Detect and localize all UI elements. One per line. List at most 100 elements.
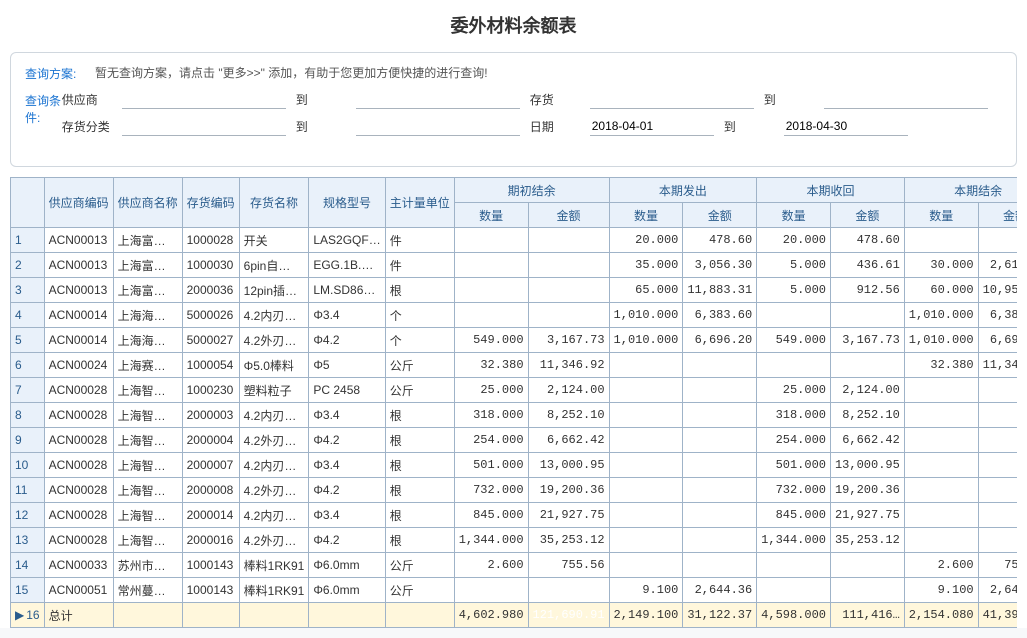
row-number[interactable]: 14 (11, 553, 45, 578)
cell-begin-amt[interactable]: 21,927.75 (528, 503, 609, 528)
cell-issue-qty[interactable] (609, 428, 683, 453)
cell-uom[interactable]: 个 (385, 303, 454, 328)
cell-vendor-code[interactable]: ACN00051 (44, 578, 113, 603)
cell-recv-qty[interactable]: 732.000 (757, 478, 831, 503)
cell-item-code[interactable]: 1000030 (182, 253, 239, 278)
cell-begin-amt[interactable] (528, 228, 609, 253)
cell-end-qty[interactable]: 1,010.000 (904, 303, 978, 328)
cell-issue-amt[interactable]: 31,122.37 (683, 603, 757, 628)
cell-uom[interactable]: 公斤 (385, 353, 454, 378)
total-row[interactable]: ▶16总计4,602.980121,690.912,149.10031,122.… (11, 603, 1018, 628)
cell-begin-qty[interactable] (454, 228, 528, 253)
cell-vendor-name[interactable]: 苏州市… (113, 553, 182, 578)
cell-end-amt[interactable]: 2,619.69 (978, 253, 1017, 278)
cell-vendor-code[interactable]: ACN00028 (44, 378, 113, 403)
cell-recv-amt[interactable]: 21,927.75 (830, 503, 904, 528)
cell-recv-amt[interactable] (830, 303, 904, 328)
col-issue-amt[interactable]: 金额 (683, 203, 757, 228)
col-begin-amt[interactable]: 金额 (528, 203, 609, 228)
cell-uom[interactable]: 公斤 (385, 553, 454, 578)
col-begin[interactable]: 期初结余 (454, 178, 609, 203)
cell-vendor-name[interactable]: 上海智… (113, 503, 182, 528)
cell-item-name[interactable]: 4.2外刃… (239, 428, 309, 453)
table-row[interactable]: 12ACN00028上海智…20000144.2内刃…Φ3.4根845.0002… (11, 503, 1018, 528)
cell-issue-amt[interactable] (683, 553, 757, 578)
cell-issue-amt[interactable] (683, 378, 757, 403)
cell-item-name[interactable]: 4.2内刃… (239, 303, 309, 328)
cell-end-amt[interactable]: 6,696.20 (978, 328, 1017, 353)
table-row[interactable]: 4ACN00014上海海…50000264.2内刃…Φ3.4个1,010.000… (11, 303, 1018, 328)
col-issue-qty[interactable]: 数量 (609, 203, 683, 228)
cell-issue-amt[interactable]: 2,644.36 (683, 578, 757, 603)
cell-issue-amt[interactable]: 6,383.60 (683, 303, 757, 328)
cond-input[interactable] (356, 90, 520, 109)
cell-begin-qty[interactable]: 318.000 (454, 403, 528, 428)
cell-issue-amt[interactable] (683, 453, 757, 478)
cell-vendor-name[interactable]: 上海智… (113, 378, 182, 403)
row-number[interactable]: 9 (11, 428, 45, 453)
cell-end-qty[interactable] (904, 478, 978, 503)
cell-vendor-name[interactable]: 上海赛… (113, 353, 182, 378)
cell-end-qty[interactable] (904, 528, 978, 553)
cell-uom[interactable]: 根 (385, 503, 454, 528)
cell-begin-amt[interactable]: 2,124.00 (528, 378, 609, 403)
cell-issue-qty[interactable] (609, 403, 683, 428)
cell-recv-qty[interactable]: 1,344.000 (757, 528, 831, 553)
cell-item-code[interactable]: 2000036 (182, 278, 239, 303)
cell-recv-amt[interactable]: 19,200.36 (830, 478, 904, 503)
cell-uom[interactable]: 根 (385, 403, 454, 428)
cell-spec[interactable]: Φ3.4 (309, 403, 385, 428)
row-number[interactable]: 4 (11, 303, 45, 328)
table-row[interactable]: 10ACN00028上海智…20000074.2内刃…Φ3.4根501.0001… (11, 453, 1018, 478)
cell-recv-qty[interactable] (757, 303, 831, 328)
col-recv-qty[interactable]: 数量 (757, 203, 831, 228)
cell-vendor-name[interactable]: 上海海… (113, 328, 182, 353)
cell-empty[interactable] (239, 603, 309, 628)
cell-uom[interactable]: 根 (385, 478, 454, 503)
cell-vendor-name[interactable]: 上海富… (113, 228, 182, 253)
cell-begin-amt[interactable]: 8,252.10 (528, 403, 609, 428)
cell-recv-qty[interactable]: 20.000 (757, 228, 831, 253)
table-row[interactable]: 9ACN00028上海智…20000044.2外刃…Φ4.2根254.0006,… (11, 428, 1018, 453)
col-item-name[interactable]: 存货名称 (239, 178, 309, 228)
cell-uom[interactable]: 公斤 (385, 378, 454, 403)
cond-input[interactable] (356, 117, 520, 136)
cell-end-qty[interactable]: 30.000 (904, 253, 978, 278)
col-begin-qty[interactable]: 数量 (454, 203, 528, 228)
cell-recv-amt[interactable]: 2,124.00 (830, 378, 904, 403)
cell-spec[interactable]: Φ4.2 (309, 478, 385, 503)
row-number[interactable]: 3 (11, 278, 45, 303)
cell-begin-qty[interactable]: 25.000 (454, 378, 528, 403)
cell-item-code[interactable]: 1000230 (182, 378, 239, 403)
cell-end-amt[interactable]: 10,950.75 (978, 278, 1017, 303)
col-end-amt[interactable]: 金额 (978, 203, 1017, 228)
table-row[interactable]: 8ACN00028上海智…20000034.2内刃…Φ3.4根318.0008,… (11, 403, 1018, 428)
cell-issue-qty[interactable] (609, 453, 683, 478)
cond-input[interactable] (590, 90, 754, 109)
cell-uom[interactable]: 个 (385, 328, 454, 353)
cell-end-amt[interactable]: 11,346.92 (978, 353, 1017, 378)
cell-item-code[interactable]: 1000143 (182, 553, 239, 578)
cell-item-name[interactable]: 4.2内刃… (239, 403, 309, 428)
cell-begin-amt[interactable]: 13,000.95 (528, 453, 609, 478)
col-rowno[interactable] (11, 178, 45, 228)
cell-vendor-code[interactable]: ACN00028 (44, 403, 113, 428)
cell-vendor-code[interactable]: ACN00013 (44, 253, 113, 278)
row-number[interactable]: 11 (11, 478, 45, 503)
cell-end-qty[interactable]: 2,154.080 (904, 603, 978, 628)
cell-end-amt[interactable] (978, 378, 1017, 403)
cell-issue-qty[interactable]: 1,010.000 (609, 303, 683, 328)
cell-spec[interactable]: PC 2458 (309, 378, 385, 403)
table-row[interactable]: 13ACN00028上海智…20000164.2外刃…Φ4.2根1,344.00… (11, 528, 1018, 553)
row-number[interactable]: 2 (11, 253, 45, 278)
cell-begin-amt[interactable]: 3,167.73 (528, 328, 609, 353)
col-recv[interactable]: 本期收回 (757, 178, 905, 203)
table-row[interactable]: 5ACN00014上海海…50000274.2外刃…Φ4.2个549.0003,… (11, 328, 1018, 353)
cell-issue-qty[interactable] (609, 478, 683, 503)
cell-issue-amt[interactable] (683, 528, 757, 553)
cell-end-amt[interactable] (978, 478, 1017, 503)
cell-vendor-code[interactable]: ACN00014 (44, 328, 113, 353)
table-row[interactable]: 1ACN00013上海富…1000028开关LAS2GQF…件20.000478… (11, 228, 1018, 253)
cell-recv-qty[interactable]: 5.000 (757, 253, 831, 278)
cell-vendor-name[interactable]: 上海智… (113, 478, 182, 503)
